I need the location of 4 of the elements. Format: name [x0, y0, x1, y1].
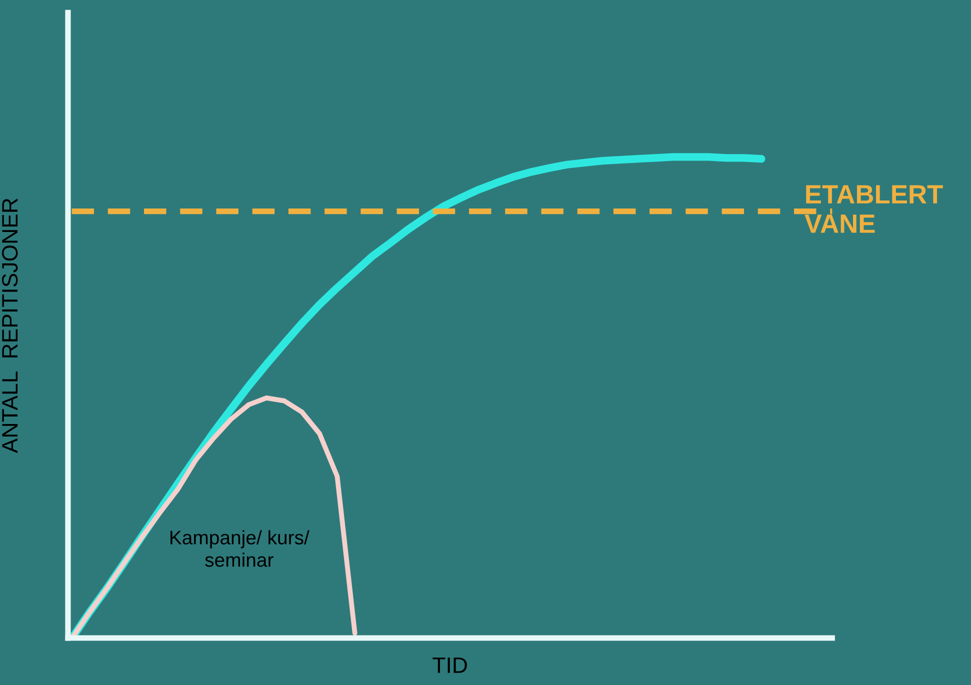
x-axis-title: TID	[432, 658, 467, 673]
ref-line-label: ETABLERT VANE	[804, 185, 943, 233]
y-axis-title: ANTALL REPITISJONER	[2, 198, 18, 454]
annotation: Kampanje/ kurs/ seminar	[170, 530, 310, 567]
